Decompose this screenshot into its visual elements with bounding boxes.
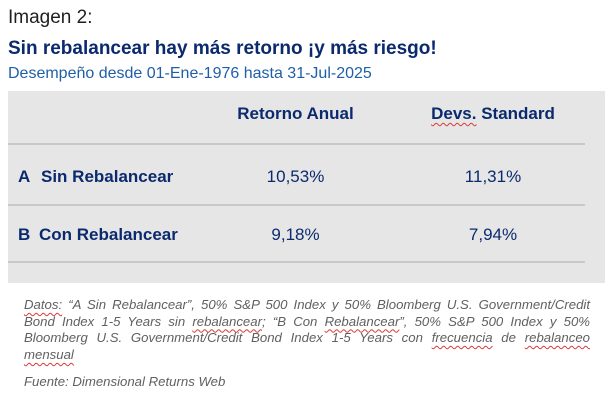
figure-headline: Sin rebalancear hay más retorno ¡y más r…	[8, 38, 437, 59]
footnote-term: frecuencia	[431, 330, 493, 346]
row-annual-return: 10,53%	[266, 167, 325, 186]
table-row-a: A Sin Rebalancear 10,53% 11,31%	[8, 162, 605, 192]
source-note: Fuente: Dimensional Returns Web	[24, 374, 226, 389]
figure-subhead: Desempeño desde 01-Ene-1976 hasta 31-Jul…	[8, 65, 372, 82]
table-divider	[8, 204, 585, 206]
footnote-datos-label: Datos:	[24, 297, 63, 312]
footnote-text: ; “B Con	[262, 313, 325, 329]
footnote-text: de	[492, 330, 525, 346]
table-divider	[8, 143, 585, 145]
column-header-std-dev: Devs. Standard	[431, 104, 555, 123]
table-divider	[8, 261, 585, 263]
table-row-b: B Con Rebalancear 9,18% 7,94%	[8, 220, 605, 250]
data-footnote: Datos: “A Sin Rebalancear”, 50% S&P 500 …	[24, 297, 590, 363]
row-letter: B	[18, 225, 31, 244]
row-label: Con Rebalancear	[39, 225, 178, 244]
row-std-dev: 11,31%	[464, 167, 522, 186]
footnote-term: rebalancear	[192, 313, 262, 329]
row-annual-return: 9,18%	[271, 225, 320, 244]
column-header-std-dev-abbrev: Devs.	[431, 104, 477, 123]
column-header-annual-return: Retorno Anual	[237, 104, 354, 123]
comparison-table: Retorno Anual Devs. Standard A Sin Rebal…	[8, 91, 605, 283]
figure-kicker: Imagen 2:	[8, 7, 93, 28]
footnote-text: ”, 50% S&P 500 Index y 50% Bloomberg U.S…	[24, 313, 591, 346]
footnote-term: rebalanceo mensual	[24, 330, 590, 362]
row-letter: A	[18, 167, 31, 186]
footnote-term: Rebalancear	[324, 313, 400, 329]
footnote-text: “A Sin Rebalancear”, 50% S&P 500 Index y…	[24, 297, 590, 329]
row-std-dev: 7,94%	[468, 225, 518, 244]
row-label: Sin Rebalancear	[41, 167, 174, 186]
